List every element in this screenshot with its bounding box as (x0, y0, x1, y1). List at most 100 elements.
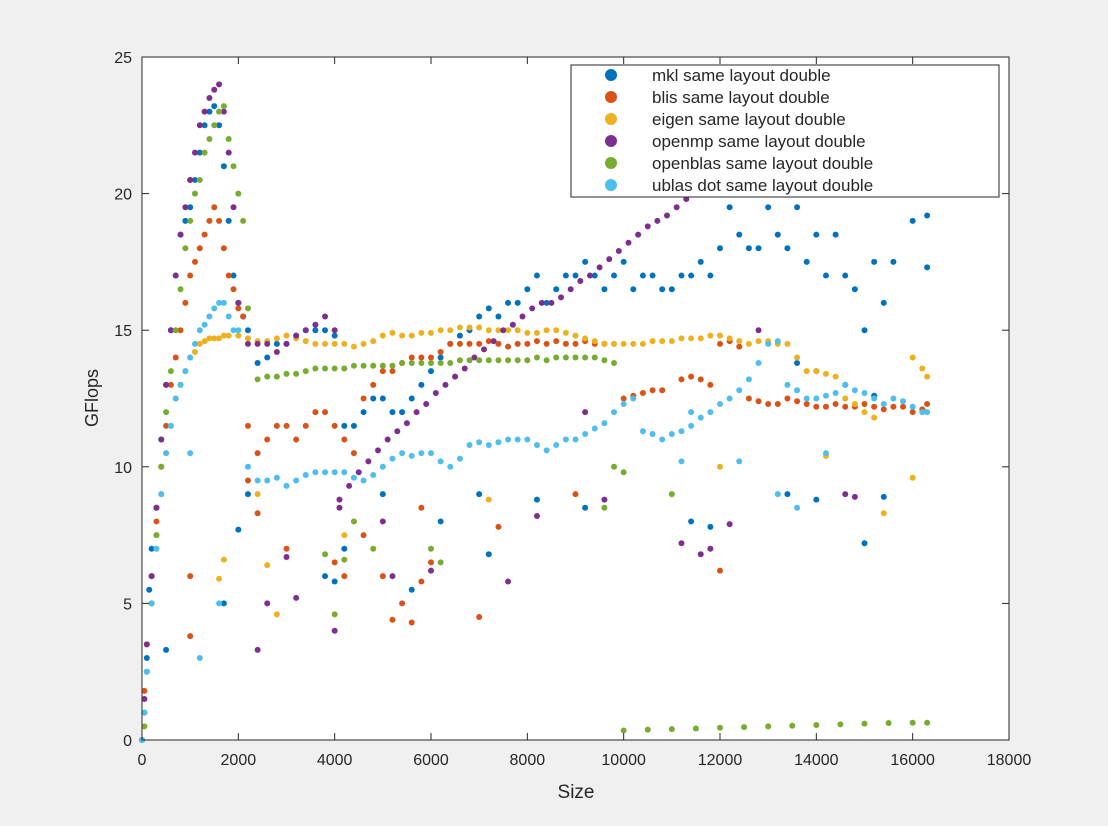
data-point (244, 477, 251, 484)
data-point (871, 395, 878, 402)
data-point (582, 335, 589, 342)
data-point (206, 108, 213, 115)
data-point (880, 493, 887, 500)
data-point (924, 400, 931, 407)
data-point (707, 409, 714, 416)
data-point (360, 477, 367, 484)
legend-marker (605, 179, 617, 191)
legend-label: blis same layout double (652, 88, 830, 107)
data-point (201, 321, 208, 328)
data-point (505, 578, 512, 585)
x-tick-label: 2000 (221, 752, 257, 769)
data-point (736, 231, 743, 238)
data-point (244, 305, 251, 312)
data-point (379, 518, 386, 525)
data-point (312, 340, 319, 347)
data-point (784, 395, 791, 402)
data-point (254, 477, 261, 484)
data-point (909, 409, 916, 416)
data-point (851, 493, 858, 500)
data-point (924, 409, 931, 416)
data-point (524, 286, 531, 293)
data-point (182, 217, 189, 224)
data-point (543, 357, 550, 364)
data-point (384, 436, 391, 443)
data-point (851, 387, 858, 394)
x-tick-label: 14000 (794, 752, 839, 769)
legend-box (570, 64, 1000, 198)
x-tick-label: 10000 (601, 752, 646, 769)
data-point (360, 340, 367, 347)
data-point (225, 313, 232, 320)
data-point (216, 600, 223, 607)
data-point (822, 450, 829, 457)
data-point (692, 725, 699, 732)
data-point (341, 469, 348, 476)
data-point (389, 573, 396, 580)
data-point (620, 469, 627, 476)
data-point (774, 231, 781, 238)
data-point (837, 721, 844, 728)
y-tick-label: 5 (123, 596, 132, 613)
data-point (220, 108, 227, 115)
data-point (924, 373, 931, 380)
data-point (182, 245, 189, 252)
data-point (688, 335, 695, 342)
data-point (582, 258, 589, 265)
data-point (495, 340, 502, 347)
data-point (924, 212, 931, 219)
data-point (437, 359, 444, 366)
data-point (601, 504, 608, 511)
data-point (822, 403, 829, 410)
series-4 (139, 81, 858, 743)
data-point (745, 376, 752, 383)
data-point (428, 359, 434, 366)
data-point (216, 108, 223, 115)
data-point (659, 338, 666, 345)
data-point (244, 335, 251, 342)
data-point (191, 190, 198, 197)
data-point (601, 357, 608, 364)
data-point (707, 523, 714, 530)
data-point (322, 551, 329, 558)
data-point (538, 299, 545, 306)
data-point (216, 335, 223, 342)
data-point (225, 135, 232, 142)
data-point (153, 504, 160, 511)
data-point (562, 436, 569, 443)
data-point (572, 332, 579, 339)
data-point (572, 340, 579, 347)
data-point (582, 354, 589, 361)
data-point (697, 258, 704, 265)
data-point (143, 668, 150, 675)
data-point (596, 264, 603, 271)
data-point (172, 354, 179, 361)
data-point (360, 409, 367, 416)
data-point (543, 299, 550, 306)
data-point (803, 395, 810, 402)
data-point (312, 365, 319, 372)
data-point (659, 436, 666, 443)
data-point (717, 724, 723, 731)
data-point (524, 329, 531, 336)
data-point (187, 176, 194, 183)
data-point (745, 395, 752, 402)
data-point (220, 332, 227, 339)
legend[interactable]: mkl same layout double blis same layout d… (570, 64, 1000, 198)
data-point (191, 349, 198, 356)
data-point (601, 286, 608, 293)
data-point (726, 395, 733, 402)
ticks-layer: 0 2000 4000 6000 8000 10000 12000 14000 16000 180… (114, 50, 1031, 769)
data-point (543, 340, 550, 347)
data-point (533, 329, 540, 336)
data-point (447, 327, 454, 334)
data-point (331, 469, 338, 476)
data-point (273, 422, 280, 429)
data-point (524, 340, 531, 347)
data-point (784, 381, 791, 388)
data-point (163, 422, 170, 429)
data-point (302, 471, 309, 478)
data-point (302, 338, 309, 345)
data-point (842, 272, 849, 279)
data-point (495, 523, 502, 530)
